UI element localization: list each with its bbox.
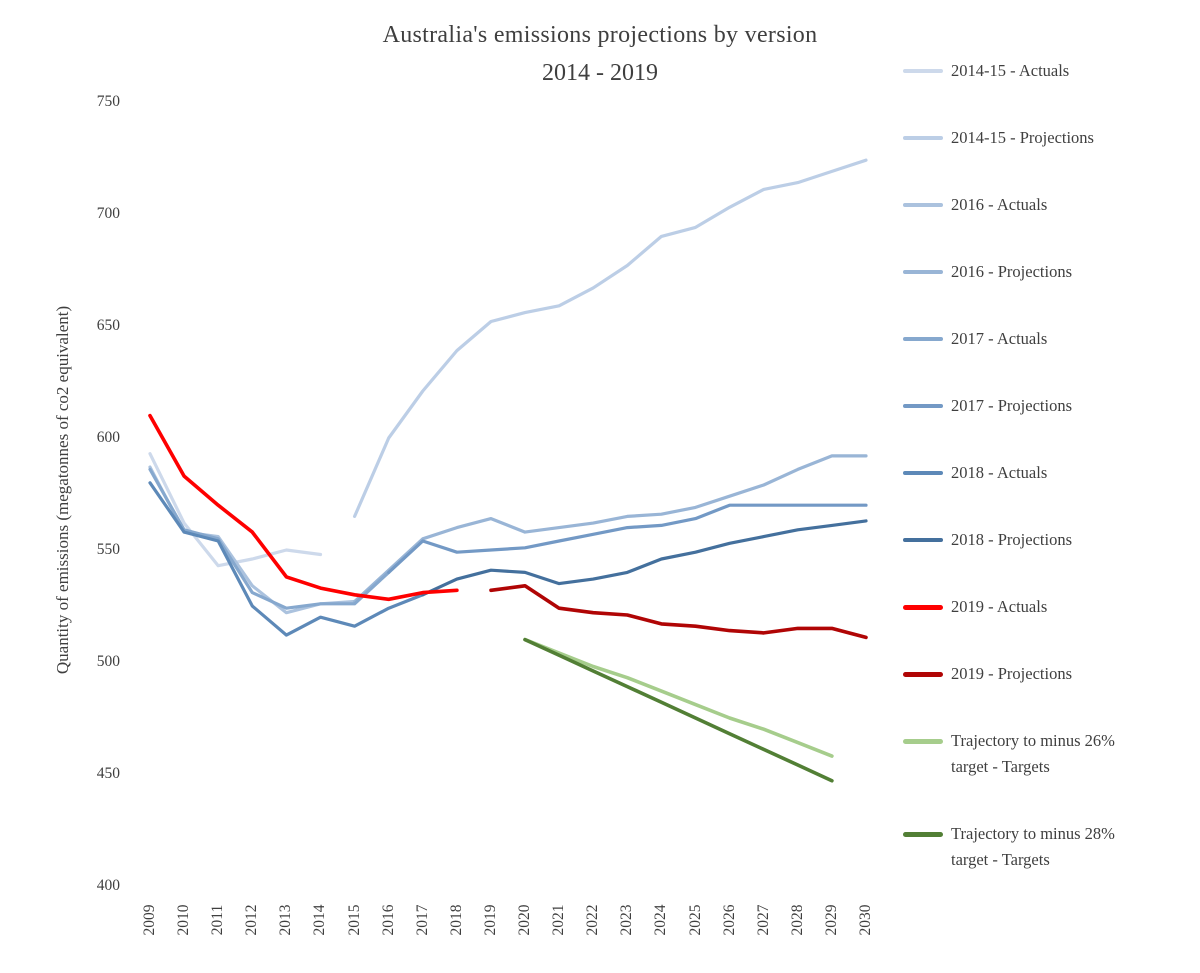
legend-item: 2018 - Actuals	[903, 460, 1195, 486]
x-tick-label: 2019	[481, 904, 499, 936]
legend-item-label: 2014-15 - Actuals	[951, 61, 1070, 80]
legend-item-label: 2018 - Projections	[951, 530, 1072, 549]
y-tick-label: 450	[96, 765, 120, 782]
legend-item: 2019 - Projections	[903, 661, 1195, 687]
x-tick-label: 2030	[857, 904, 874, 936]
legend-item: 2014-15 - Actuals	[903, 58, 1195, 84]
series-line-8	[148, 413, 459, 602]
legend-swatch	[903, 605, 943, 610]
legend-swatch	[903, 471, 943, 476]
legend-swatch	[903, 270, 943, 275]
series-line-9	[489, 583, 868, 640]
series-line-1	[353, 158, 868, 519]
legend-item: Trajectory to minus 26% target - Targets	[903, 728, 1195, 780]
legend-swatch	[903, 136, 943, 141]
y-tick-label: 750	[96, 93, 120, 110]
x-tick-label: 2027	[754, 904, 772, 936]
x-tick-label: 2013	[277, 904, 295, 936]
series-line-4	[148, 467, 391, 610]
legend-item-label: 2019 - Actuals	[951, 597, 1048, 616]
legend-item-label: 2019 - Projections	[951, 664, 1072, 683]
x-tick-label: 2020	[516, 904, 534, 936]
legend-item-label: 2017 - Projections	[951, 396, 1072, 415]
legend-item: 2019 - Actuals	[903, 594, 1195, 620]
y-tick-label: 500	[96, 653, 120, 670]
series-line-6	[148, 481, 425, 637]
series-line-10	[523, 637, 834, 758]
y-tick-label: 700	[96, 205, 120, 222]
series-line-11	[523, 637, 834, 783]
x-tick-label: 2026	[720, 904, 738, 936]
x-tick-label: 2009	[141, 904, 158, 936]
x-tick-label: 2022	[584, 904, 602, 936]
legend-swatch	[903, 739, 943, 744]
legend-item-label: 2016 - Projections	[951, 262, 1072, 281]
x-tick-label: 2011	[209, 904, 227, 936]
x-tick-label: 2029	[822, 904, 840, 936]
legend-item-label: 2017 - Actuals	[951, 329, 1048, 348]
legend-item: 2017 - Projections	[903, 393, 1195, 419]
legend-item: Trajectory to minus 28% target - Targets	[903, 821, 1195, 873]
legend-swatch	[903, 337, 943, 342]
legend-swatch	[903, 538, 943, 543]
y-axis-title: Quantity of emissions (megatonnes of co2…	[53, 305, 72, 675]
legend-item-label: 2018 - Actuals	[951, 463, 1048, 482]
x-tick-label: 2021	[550, 904, 568, 936]
series-line-7	[421, 519, 868, 597]
x-tick-label: 2012	[243, 904, 261, 936]
legend-item: 2018 - Projections	[903, 527, 1195, 553]
legend-item: 2016 - Projections	[903, 259, 1195, 285]
chart-title: Australia's emissions projections by ver…	[382, 22, 818, 48]
series-line-3	[353, 454, 868, 604]
x-tick-label: 2016	[379, 904, 397, 936]
x-tick-label: 2018	[447, 904, 465, 936]
legend-swatch	[903, 404, 943, 409]
x-tick-label: 2025	[686, 904, 704, 936]
chart-subtitle: 2014 - 2019	[542, 60, 658, 86]
legend-swatch	[903, 203, 943, 208]
y-tick-label: 550	[96, 541, 120, 558]
series-line-5	[387, 503, 868, 575]
series-line-0	[148, 452, 323, 568]
x-tick-label: 2010	[175, 904, 193, 936]
legend: 2014-15 - Actuals 2014-15 - Projections 20…	[903, 58, 1195, 914]
x-tick-label: 2023	[618, 904, 636, 936]
legend-swatch	[903, 832, 943, 837]
legend-item-label: Trajectory to minus 28% target - Targets	[951, 824, 1115, 869]
legend-item-label: 2014-15 - Projections	[951, 128, 1094, 147]
y-tick-label: 650	[96, 317, 120, 334]
legend-item: 2016 - Actuals	[903, 192, 1195, 218]
legend-item-label: 2016 - Actuals	[951, 195, 1048, 214]
legend-item: 2017 - Actuals	[903, 326, 1195, 352]
legend-item: 2014-15 - Projections	[903, 125, 1195, 151]
x-tick-label: 2017	[413, 904, 431, 936]
legend-swatch	[903, 69, 943, 74]
x-tick-label: 2024	[652, 904, 670, 936]
legend-item-label: Trajectory to minus 26% target - Targets	[951, 731, 1115, 776]
x-tick-label: 2028	[788, 904, 806, 936]
y-tick-label: 400	[96, 877, 120, 894]
x-tick-label: 2014	[311, 904, 329, 936]
x-tick-label: 2015	[345, 904, 363, 936]
y-tick-label: 600	[96, 429, 120, 446]
legend-swatch	[903, 672, 943, 677]
